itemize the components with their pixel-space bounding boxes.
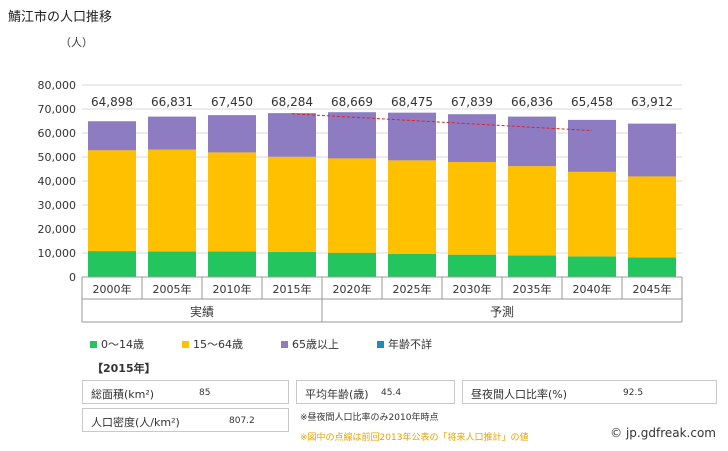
note-day-night: ※昼夜間人口比率のみ2010年時点 (300, 413, 439, 423)
y-tick-label: 80,000 (38, 79, 77, 92)
total-label: 68,669 (331, 95, 373, 109)
bar-segment-15-64 (148, 149, 196, 252)
y-tick-label: 60,000 (38, 127, 77, 140)
x-tick-label: 2000年 (93, 282, 132, 296)
x-tick-label: 2020年 (333, 282, 372, 296)
total-label: 65,458 (571, 95, 613, 109)
bar-segment-15-64 (268, 156, 316, 252)
y-tick-label: 40,000 (38, 175, 77, 188)
total-label: 66,831 (151, 95, 193, 109)
y-tick-label: 0 (69, 271, 76, 284)
bar-segment-65-plus (628, 123, 676, 177)
day-night-box: 昼夜間人口比率(%) 92.5 (462, 380, 717, 404)
legend: 0～14歳 15～64歳 65歳以上 年齢不詳 (90, 336, 432, 352)
total-label: 67,450 (211, 95, 253, 109)
x-tick-label: 2035年 (513, 282, 552, 296)
total-label: 68,284 (271, 95, 313, 109)
note-dotted-line: ※図中の点線は前回2013年公表の「将来人口推計」の値 (300, 433, 529, 443)
legend-swatch-0-14 (90, 340, 97, 348)
bar-segment-65-plus (388, 112, 436, 161)
legend-label-0-14: 0～14歳 (101, 338, 144, 351)
avg-age-label: 平均年齢(歳) (305, 388, 369, 401)
trend-line-group (98, 113, 593, 278)
bar-segment-65-plus (328, 112, 376, 159)
bar-segment-65-plus (568, 119, 616, 172)
bar-segment-0-14 (148, 251, 196, 277)
x-tick-label: 2025年 (393, 282, 432, 296)
x-tick-label: 2040年 (573, 282, 612, 296)
bar-segment-0-14 (208, 251, 256, 277)
total-label: 64,898 (91, 95, 133, 109)
day-night-value: 92.5 (623, 388, 644, 398)
bar-segment-0-14 (568, 256, 616, 277)
legend-item-0-14: 0～14歳 (90, 336, 144, 352)
avg-age-box: 平均年齢(歳) 45.4 (296, 380, 455, 404)
y-tick-label: 50,000 (38, 151, 77, 164)
total-label: 68,475 (391, 95, 433, 109)
area-box: 総面積(km²) 85 (82, 380, 289, 404)
legend-swatch-unknown (377, 340, 384, 348)
credit: © jp.gdfreak.com (610, 426, 716, 440)
day-night-label: 昼夜間人口比率(%) (471, 388, 568, 401)
y-tick-label: 70,000 (38, 103, 77, 116)
bar-segment-0-14 (388, 253, 436, 277)
y-axis-label: （人） (60, 36, 93, 49)
bar-segment-15-64 (208, 152, 256, 252)
bar-segment-15-64 (448, 162, 496, 255)
bar-segment-15-64 (388, 160, 436, 254)
bar-segment-0-14 (268, 251, 316, 277)
bar-segment-15-64 (508, 166, 556, 256)
bar-segment-0-14 (628, 257, 676, 277)
trend-line (291, 113, 593, 132)
legend-label-15-64: 15～64歳 (193, 338, 243, 351)
x-tick-label: 2005年 (153, 282, 192, 296)
y-tick-label: 10,000 (38, 247, 77, 260)
legend-label-unknown: 年齢不詳 (388, 338, 432, 351)
bar-segment-65-plus (448, 114, 496, 163)
total-label: 63,912 (631, 95, 673, 109)
legend-item-unknown: 年齢不詳 (377, 336, 432, 352)
population-chart: 0 10,000 20,000 30,000 40,000 50,000 60,000 70,… (38, 36, 683, 323)
density-value: 807.2 (229, 416, 255, 426)
x-tick-label: 2010年 (213, 282, 252, 296)
x-tick-label: 2015年 (273, 282, 312, 296)
bar-segment-65-plus (208, 115, 256, 153)
y-tick-label: 30,000 (38, 199, 77, 212)
legend-swatch-15-64 (182, 340, 189, 348)
chart-title: 鯖江市の人口推移 (8, 10, 113, 25)
y-tick-label: 20,000 (38, 223, 77, 236)
bars (88, 112, 676, 277)
bar-segment-15-64 (328, 158, 376, 253)
stats-heading: 【2015年】 (92, 362, 156, 375)
bar-segment-0-14 (508, 255, 556, 277)
legend-item-65-plus: 65歳以上 (281, 336, 339, 352)
total-label: 67,839 (451, 95, 493, 109)
x-group-label-actual: 実績 (190, 304, 214, 319)
bar-segment-0-14 (328, 252, 376, 277)
bar-segment-65-plus (88, 121, 136, 151)
area-label: 総面積(km²) (91, 388, 155, 401)
bar-segment-0-14 (448, 254, 496, 277)
bar-segment-65-plus (508, 116, 556, 167)
bar-segment-15-64 (88, 150, 136, 252)
bar-segment-65-plus (268, 113, 316, 157)
bar-segment-15-64 (568, 171, 616, 257)
bar-segment-15-64 (628, 176, 676, 258)
density-label: 人口密度(人/km²) (91, 416, 180, 429)
bar-segment-65-plus (148, 116, 196, 150)
y-axis-ticks: 0 10,000 20,000 30,000 40,000 50,000 60,000 70,… (38, 79, 77, 284)
legend-swatch-65-plus (281, 340, 288, 348)
x-axis: 2000年 2005年 2010年 2015年 2020年 2025年 2030年 2035年… (81, 276, 683, 323)
x-tick-label: 2030年 (453, 282, 492, 296)
area-value: 85 (199, 388, 211, 398)
total-label: 66,836 (511, 95, 553, 109)
legend-label-65-plus: 65歳以上 (292, 338, 339, 351)
x-tick-label: 2045年 (633, 282, 672, 296)
bar-segment-0-14 (88, 251, 136, 277)
x-group-label-forecast: 予測 (490, 305, 514, 319)
avg-age-value: 45.4 (381, 388, 402, 398)
total-labels: 64,898 66,831 67,450 68,284 68,669 68,475 67,8… (91, 95, 673, 109)
legend-item-15-64: 15～64歳 (182, 336, 243, 352)
density-box: 人口密度(人/km²) 807.2 (82, 408, 289, 432)
